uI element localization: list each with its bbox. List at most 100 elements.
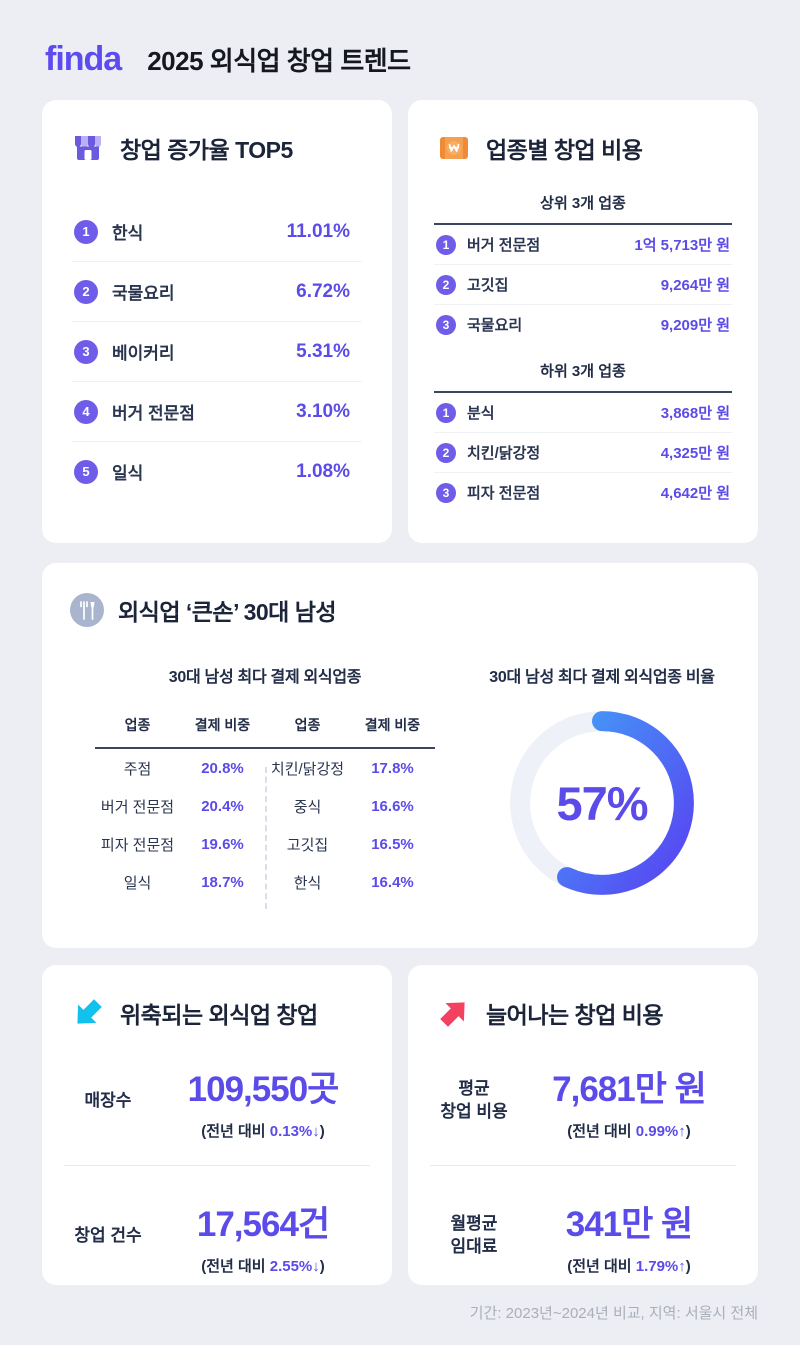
yoy-percent: 2.55%↓ xyxy=(269,1258,320,1275)
stat-row-avg-cost: 평균 창업 비용 7,681만 원 (전년 대비 0.99%↑) xyxy=(408,1031,758,1165)
category-label: 고깃집 xyxy=(467,277,509,294)
growth-value: 6.72% xyxy=(296,280,350,302)
cost-row: 3 국물요리 9,209만 원 xyxy=(434,304,732,344)
cost-top-section-title: 상위 3개 업종 xyxy=(434,192,732,225)
share-value: 17.8% xyxy=(371,759,414,777)
category-label: 주점 xyxy=(123,760,152,778)
stat-value: 7,681만 원 xyxy=(552,1070,707,1109)
stat-label: 매장수 xyxy=(84,1090,132,1110)
storefront-icon xyxy=(70,130,106,166)
stat-label: 월평균 임대료 xyxy=(450,1214,498,1256)
rank-badge: 2 xyxy=(74,279,98,304)
growth-row: 5 일식 1.08% xyxy=(72,441,362,501)
share-value: 20.4% xyxy=(201,797,244,815)
stat-label: 창업 건수 xyxy=(74,1225,142,1245)
growth-row: 4 버거 전문점 3.10% xyxy=(72,381,362,441)
stat-value: 341만 원 xyxy=(565,1205,694,1244)
divider xyxy=(430,1165,736,1166)
cost-card-header: 업종별 창업 비용 xyxy=(408,100,758,166)
payment-table: 업종 결제 비중 업종 결제 비중 주점 20.8% 치킨/닭강정 17.8% … xyxy=(95,715,435,909)
yoy-percent: 0.99%↑ xyxy=(635,1123,686,1140)
stat-label: 평균 창업 비용 xyxy=(440,1079,508,1121)
cost-row: 3 피자 전문점 4,642만 원 xyxy=(434,472,732,512)
cost-bottom-section: 하위 3개 업종 1 분식 3,868만 원 2 치킨/닭강정 4,325만 원… xyxy=(434,360,732,512)
category-label: 피자 전문점 xyxy=(100,836,175,854)
category-label: 치킨/닭강정 xyxy=(270,760,345,778)
rank-badge: 1 xyxy=(436,402,456,423)
category-label: 고깃집 xyxy=(286,836,329,854)
page-title: 2025 외식업 창업 트렌드 xyxy=(147,46,411,76)
cost-value: 9,264만 원 xyxy=(660,277,730,294)
category-label: 분식 xyxy=(467,405,495,422)
growth-card-header: 창업 증가율 TOP5 xyxy=(42,100,392,166)
share-value: 20.8% xyxy=(201,759,244,777)
stat-block: 341만 원 (전년 대비 1.79%↑) xyxy=(520,1196,738,1276)
stat-yoy: (전년 대비 1.79%↑) xyxy=(567,1258,691,1275)
rank-badge: 2 xyxy=(436,274,456,295)
stat-value: 109,550곳 xyxy=(187,1070,340,1109)
column-header: 업종 xyxy=(124,717,151,733)
won-money-icon xyxy=(436,130,472,166)
startup-cost-card: 업종별 창업 비용 상위 3개 업종 1 버거 전문점 1억 5,713만 원 … xyxy=(408,100,758,543)
category-label: 중식 xyxy=(293,798,322,816)
payment-table-title: 30대 남성 최다 결제 외식업종 xyxy=(168,669,362,686)
stat-block: 109,550곳 (전년 대비 0.13%↓) xyxy=(154,1061,372,1141)
stat-row-stores: 매장수 109,550곳 (전년 대비 0.13%↓) xyxy=(42,1031,392,1165)
category-label: 베이커리 xyxy=(112,344,175,363)
spender-card-title: 외식업 ‘큰손’ 30대 남성 xyxy=(118,599,337,625)
growth-top5-card: 창업 증가율 TOP5 1 한식 11.01% 2 국물요리 6.72% 3 베… xyxy=(42,100,392,543)
utensils-icon xyxy=(70,593,104,627)
rank-badge: 1 xyxy=(436,234,456,255)
category-label: 버거 전문점 xyxy=(100,798,175,816)
cost-bottom-section-title: 하위 3개 업종 xyxy=(434,360,732,393)
donut-title: 30대 남성 최다 결제 외식업종 비율 xyxy=(489,669,715,686)
share-value: 18.7% xyxy=(201,873,244,891)
growth-value: 5.31% xyxy=(296,340,350,362)
column-header: 결제 비중 xyxy=(194,717,251,733)
arrow-up-right-icon xyxy=(436,995,472,1031)
finda-logo: finda xyxy=(45,40,122,78)
yoy-percent: 0.13%↓ xyxy=(269,1123,320,1140)
category-label: 일식 xyxy=(112,464,144,483)
category-label: 한식 xyxy=(293,874,322,892)
spender-card-header: 외식업 ‘큰손’ 30대 남성 xyxy=(42,563,758,627)
cost-row: 2 치킨/닭강정 4,325만 원 xyxy=(434,432,732,472)
stat-yoy: (전년 대비 2.55%↓) xyxy=(201,1258,325,1275)
cost-value: 9,209만 원 xyxy=(660,317,730,334)
donut-chart: 57% xyxy=(502,703,702,903)
share-value: 16.6% xyxy=(371,797,414,815)
cost-value: 1억 5,713만 원 xyxy=(634,237,730,254)
growth-value: 11.01% xyxy=(286,220,350,242)
category-label: 국물요리 xyxy=(467,317,523,334)
growth-card-title: 창업 증가율 TOP5 xyxy=(120,137,293,163)
growth-row: 1 한식 11.01% xyxy=(72,202,362,261)
cost-value: 4,642만 원 xyxy=(660,485,730,502)
stat-row-rent: 월평균 임대료 341만 원 (전년 대비 1.79%↑) xyxy=(408,1166,758,1300)
rank-badge: 1 xyxy=(74,219,98,244)
page-header: finda 2025 외식업 창업 트렌드 xyxy=(45,40,411,79)
arrow-down-left-icon xyxy=(70,995,106,1031)
growth-row: 2 국물요리 6.72% xyxy=(72,261,362,321)
donut-panel: 30대 남성 최다 결제 외식업종 비율 57% xyxy=(446,663,758,903)
category-label: 일식 xyxy=(123,874,152,892)
stat-row-startups: 창업 건수 17,564건 (전년 대비 2.55%↓) xyxy=(42,1166,392,1300)
cost-row: 2 고깃집 9,264만 원 xyxy=(434,264,732,304)
stat-yoy: (전년 대비 0.99%↑) xyxy=(567,1123,691,1140)
category-label: 치킨/닭강정 xyxy=(467,445,541,462)
shrink-card-header: 위축되는 외식업 창업 xyxy=(42,965,392,1031)
dashed-divider xyxy=(265,767,267,909)
rise-card-title: 늘어나는 창업 비용 xyxy=(486,1002,664,1028)
rank-badge: 4 xyxy=(74,399,98,424)
yoy-percent: 1.79%↑ xyxy=(635,1258,686,1275)
category-label: 버거 전문점 xyxy=(112,404,195,423)
rank-badge: 3 xyxy=(436,482,456,503)
share-value: 16.4% xyxy=(371,873,414,891)
stat-yoy: (전년 대비 0.13%↓) xyxy=(201,1123,325,1140)
payment-table-rows: 주점 20.8% 치킨/닭강정 17.8% 버거 전문점 20.4% 중식 16… xyxy=(95,749,435,901)
cost-card-title: 업종별 창업 비용 xyxy=(486,137,643,163)
cost-value: 4,325만 원 xyxy=(660,445,730,462)
cost-top-section: 상위 3개 업종 1 버거 전문점 1억 5,713만 원 2 고깃집 9,26… xyxy=(434,192,732,344)
rise-card-header: 늘어나는 창업 비용 xyxy=(408,965,758,1031)
share-value: 19.6% xyxy=(201,835,244,853)
